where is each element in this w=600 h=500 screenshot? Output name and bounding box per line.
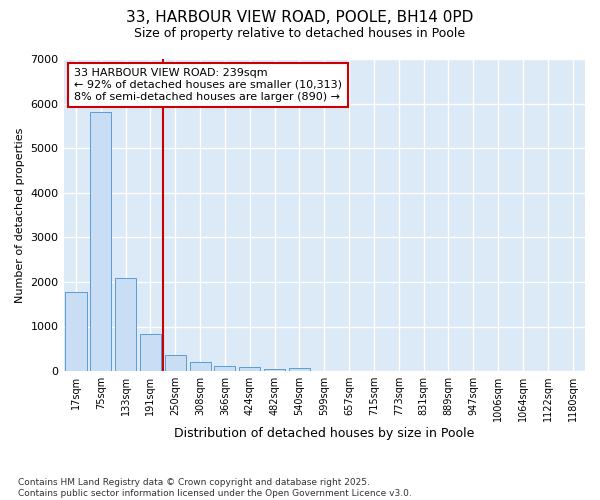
Bar (289, 368, 310, 371)
Text: Contains HM Land Registry data © Crown copyright and database right 2025.
Contai: Contains HM Land Registry data © Crown c… (18, 478, 412, 498)
Bar (140, 334, 161, 371)
Bar (214, 366, 235, 371)
Bar (190, 362, 211, 371)
Bar (165, 355, 186, 371)
Text: 33, HARBOUR VIEW ROAD, POOLE, BH14 0PD: 33, HARBOUR VIEW ROAD, POOLE, BH14 0PD (127, 10, 473, 25)
Bar (264, 369, 285, 371)
Text: Size of property relative to detached houses in Poole: Size of property relative to detached ho… (134, 28, 466, 40)
Text: 33 HARBOUR VIEW ROAD: 239sqm
← 92% of detached houses are smaller (10,313)
8% of: 33 HARBOUR VIEW ROAD: 239sqm ← 92% of de… (74, 68, 342, 102)
Bar (90, 112, 112, 371)
Y-axis label: Number of detached properties: Number of detached properties (15, 128, 25, 302)
Bar (115, 278, 136, 371)
Bar (65, 292, 86, 371)
X-axis label: Distribution of detached houses by size in Poole: Distribution of detached houses by size … (174, 427, 475, 440)
Bar (239, 368, 260, 371)
